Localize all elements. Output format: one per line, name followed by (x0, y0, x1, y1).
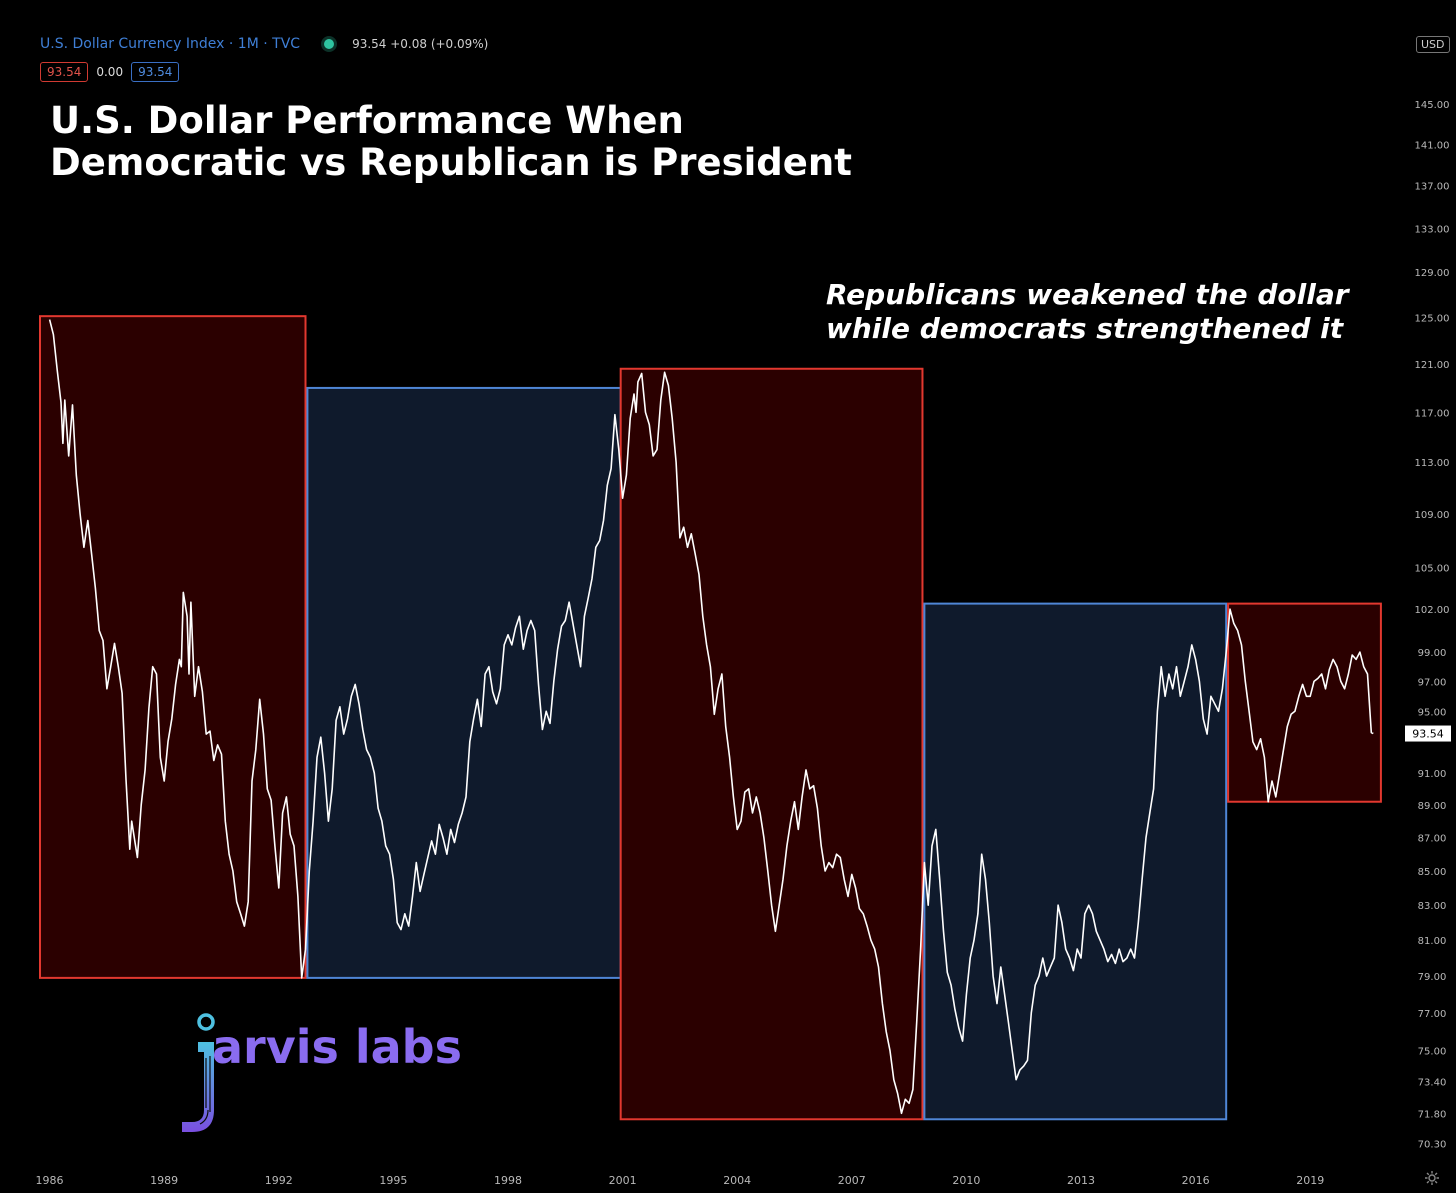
y-tick-label: 97.00 (1418, 677, 1447, 688)
x-tick-label: 2007 (838, 1174, 866, 1187)
x-tick-label: 2004 (723, 1174, 751, 1187)
y-tick-label: 91.00 (1418, 769, 1447, 780)
fingerprint-j-icon: j (178, 1012, 218, 1132)
y-tick-label: 109.00 (1415, 510, 1450, 521)
logo-text: arvis labs (212, 1020, 462, 1074)
y-tick-label: 113.00 (1415, 458, 1450, 469)
y-tick-label: 95.00 (1418, 707, 1447, 718)
y-axis: 145.00 141.00 137.00 133.00 129.00 125.00 121.… (1405, 100, 1451, 1151)
chart-title-line-1: U.S. Dollar Performance When (50, 99, 684, 142)
region-democrat-2 (306, 386, 622, 979)
y-tick-label: 85.00 (1418, 867, 1447, 878)
y-tick-label: 133.00 (1415, 224, 1450, 235)
y-tick-label: 87.00 (1418, 834, 1447, 845)
x-tick-label: 2016 (1182, 1174, 1210, 1187)
price-line (48, 319, 1374, 1115)
x-tick-label: 2010 (952, 1174, 980, 1187)
chart-title-line-2: Democratic vs Republican is President (50, 141, 852, 184)
currency-button[interactable]: USD (1416, 36, 1450, 53)
y-tick-label: 77.00 (1418, 1009, 1447, 1020)
change-value: 0.00 (96, 65, 124, 79)
y-tick-label: 99.00 (1418, 648, 1447, 659)
annotation-line-2: while democrats strengthened it (826, 312, 1344, 345)
jarvis-labs-logo: j arvis labs (178, 1012, 462, 1132)
x-tick-label: 1995 (379, 1174, 407, 1187)
current-price-marker (1405, 725, 1451, 742)
x-tick-label: 2019 (1296, 1174, 1324, 1187)
series-line-1 (48, 319, 1374, 1115)
y-tick-label: 70.30 (1418, 1140, 1447, 1151)
region-republican-5 (1227, 602, 1382, 803)
chart-header: U.S. Dollar Currency Index · 1M · TVC 93… (40, 36, 488, 52)
x-tick-label: 2001 (609, 1174, 637, 1187)
y-tick-label: 117.00 (1415, 408, 1450, 419)
y-tick-label: 83.00 (1418, 901, 1447, 912)
y-tick-label: 79.00 (1418, 972, 1447, 983)
market-status-icon (324, 39, 335, 49)
x-tick-label: 1998 (494, 1174, 522, 1187)
y-tick-label: 73.40 (1418, 1078, 1447, 1089)
y-tick-label: 105.00 (1415, 564, 1450, 575)
open-value-badge: 93.54 (40, 62, 89, 82)
gear-icon[interactable] (1424, 1170, 1440, 1186)
chart-annotation: Republicans weakened the dollar while de… (826, 278, 1349, 346)
y-tick-label: 75.00 (1418, 1047, 1447, 1058)
y-tick-label: 129.00 (1415, 268, 1450, 279)
y-tick-label: 145.00 (1415, 100, 1450, 111)
annotation-line-1: Republicans weakened the dollar (826, 278, 1349, 311)
y-tick-label: 89.00 (1418, 801, 1447, 812)
y-tick-label: 102.00 (1415, 605, 1450, 616)
x-tick-label: 1989 (150, 1174, 178, 1187)
y-tick-label: 141.00 (1415, 140, 1450, 151)
party-regions (39, 315, 1382, 1121)
x-axis: 1986 1989 1992 1995 1998 2001 2004 2007 2010 2013… (36, 1174, 1325, 1187)
current-price-label: 93.54 (1412, 728, 1444, 741)
y-tick-label: 137.00 (1415, 182, 1450, 193)
x-tick-label: 1986 (36, 1174, 64, 1187)
quote-label: 93.54 +0.08 (+0.09%) (352, 37, 489, 51)
y-tick-label: 81.00 (1418, 936, 1447, 947)
instrument-label[interactable]: U.S. Dollar Currency Index · 1M · TVC (40, 36, 301, 52)
chart-title: U.S. Dollar Performance When Democratic … (50, 100, 852, 184)
region-democrat-4 (923, 602, 1228, 1121)
y-tick-label: 71.80 (1418, 1109, 1447, 1120)
y-tick-label: 125.00 (1415, 313, 1450, 324)
y-tick-label: 121.00 (1415, 360, 1450, 371)
ohlc-row: 93.54 0.00 93.54 (40, 62, 180, 82)
region-republican-1 (39, 315, 307, 979)
x-tick-label: 2013 (1067, 1174, 1095, 1187)
x-tick-label: 1992 (265, 1174, 293, 1187)
region-republican-3 (619, 367, 924, 1121)
close-value-badge: 93.54 (131, 62, 180, 82)
